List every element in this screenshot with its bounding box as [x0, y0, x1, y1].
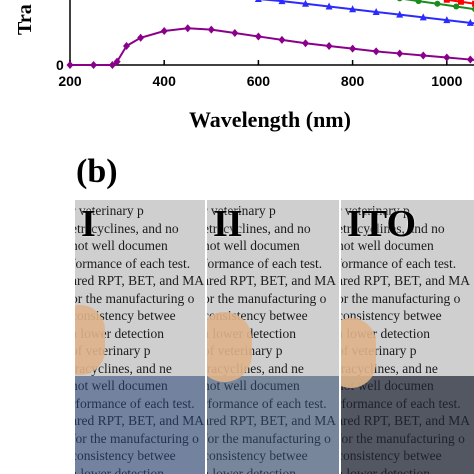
x-tick-label: 200 — [58, 73, 82, 89]
film-sample — [341, 376, 474, 474]
photo-sample-ii: r veterinary p etracyclines, and no not we… — [207, 200, 339, 474]
thumb — [75, 305, 105, 375]
data-point — [123, 41, 131, 50]
text-line: etracyclines, and no — [207, 220, 311, 236]
data-point — [443, 0, 450, 3]
series-group — [66, 0, 474, 69]
data-point — [137, 33, 145, 42]
text-line: formance of each test. — [341, 255, 457, 271]
series-line-3 — [70, 27, 474, 66]
data-point — [372, 7, 380, 15]
photo-sample-ito: r veterinary p etracyclines, and no not we… — [341, 200, 474, 474]
data-point — [434, 0, 441, 7]
data-point — [466, 18, 474, 26]
data-point — [278, 35, 286, 44]
film-sample — [207, 376, 339, 474]
transmittance-chart: Tra 0 200 400 600 800 1000 Wavelength (nm) — [14, 0, 474, 132]
data-point — [113, 57, 121, 66]
x-tick-label: 400 — [153, 73, 177, 89]
data-point — [325, 41, 333, 50]
data-point — [457, 0, 464, 5]
data-point — [453, 3, 460, 10]
data-point — [372, 47, 380, 56]
x-axis-ticks: 200 400 600 800 1000 — [58, 60, 463, 89]
data-point — [415, 0, 422, 5]
panel-b-label: (b) — [76, 153, 118, 190]
data-point — [278, 0, 286, 5]
x-tick-label: 1000 — [431, 73, 462, 89]
data-point — [419, 13, 427, 21]
text-line: ared RPT, BET, and MA — [75, 273, 204, 288]
y-tick-label-0: 0 — [56, 57, 64, 73]
data-point — [302, 0, 309, 7]
data-point — [207, 25, 215, 34]
series-line-1 — [404, 0, 474, 11]
data-point — [108, 61, 116, 69]
sample-label-i: I — [81, 203, 96, 245]
text-line: etracyclines, and no — [75, 220, 179, 236]
text-line: or the manufacturing o — [75, 290, 195, 306]
data-point — [397, 0, 403, 2]
text-line: not well documen — [75, 238, 168, 253]
thumb — [341, 318, 376, 388]
text-line: r veterinary p — [207, 203, 276, 218]
data-point — [184, 24, 192, 33]
data-point — [443, 53, 451, 62]
photo-sample-i: r veterinary p etracyclines, and no not we… — [75, 200, 205, 474]
data-point — [160, 27, 168, 35]
data-point — [349, 44, 357, 53]
text-line: or the manufacturing o — [207, 290, 327, 306]
x-axis-label: Wavelength (nm) — [189, 107, 351, 132]
y-axis-label: Tra — [14, 4, 36, 35]
text-line: or the manufacturing o — [341, 290, 461, 306]
text-line: ared RPT, BET, and MA — [207, 273, 336, 288]
text-line: not well documen — [207, 238, 300, 253]
data-point — [66, 61, 74, 69]
text-line: not well documen — [341, 238, 434, 253]
data-point — [302, 39, 309, 48]
data-point — [443, 16, 451, 24]
film-sample — [75, 376, 205, 474]
text-line: formance of each test. — [75, 255, 191, 271]
data-point — [325, 2, 333, 10]
data-point — [349, 5, 357, 13]
x-tick-label: 600 — [247, 73, 271, 89]
data-point — [254, 32, 262, 41]
sample-photos: r veterinary p etracyclines, and no not we… — [75, 200, 474, 474]
data-point — [466, 55, 474, 64]
thumb — [207, 312, 252, 382]
text-line: ared RPT, BET, and MA — [341, 273, 470, 288]
data-point — [396, 10, 404, 18]
data-point — [90, 61, 98, 69]
data-point — [472, 0, 474, 7]
data-point — [254, 0, 262, 3]
x-tick-label: 800 — [341, 73, 365, 89]
sample-label-ii: II — [213, 203, 243, 245]
text-line: r veterinary p — [75, 203, 144, 218]
text-line: consistency betwee — [341, 308, 442, 323]
text-line: r veterinary p — [341, 203, 410, 218]
text-line: etracyclines, and no — [341, 220, 445, 236]
data-point — [231, 29, 239, 38]
data-point — [396, 49, 404, 58]
data-point — [419, 51, 427, 60]
text-line: formance of each test. — [207, 255, 323, 271]
sample-label-ito: ITO — [347, 203, 417, 245]
series-line-0 — [446, 0, 474, 5]
